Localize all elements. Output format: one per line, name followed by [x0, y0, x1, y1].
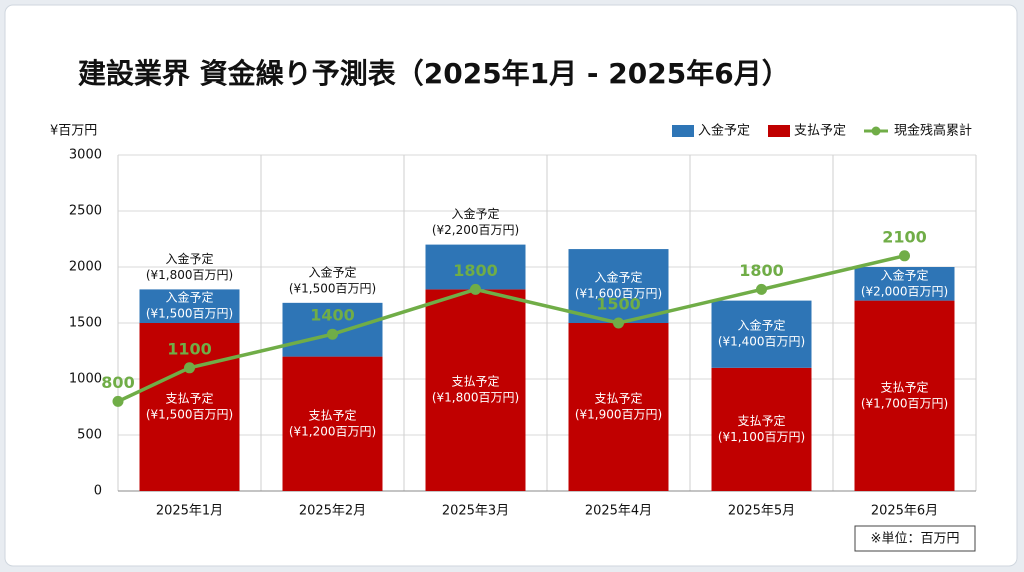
segment-label: (¥1,800百万円): [432, 391, 519, 405]
bar-segment: [711, 367, 812, 491]
segment-label: (¥1,500百万円): [146, 408, 233, 422]
line-point: [613, 317, 624, 329]
line-value-label: 1500: [596, 295, 641, 314]
line-value-label: 1100: [167, 339, 212, 358]
x-tick-label: 2025年3月: [442, 504, 509, 519]
segment-label: (¥1,100百万円): [718, 430, 805, 444]
top-label: 入金予定: [308, 264, 356, 279]
x-tick-label: 2025年6月: [871, 504, 938, 519]
x-tick-label: 2025年4月: [585, 504, 652, 519]
y-tick-label: 2500: [69, 204, 102, 219]
top-label: 入金予定: [165, 251, 213, 266]
bar-segment: [568, 249, 669, 323]
y-tick-label: 2000: [69, 260, 102, 275]
segment-label: 支払予定: [165, 391, 213, 406]
unit-note-box: [854, 525, 976, 552]
bar-segment: [425, 289, 526, 491]
line-value-label: 1800: [453, 261, 498, 280]
legend-swatch: [871, 126, 881, 136]
line-point: [756, 283, 767, 295]
y-tick-label: 500: [77, 428, 102, 443]
y-tick-label: 1000: [69, 372, 102, 387]
segment-label: (¥1,900百万円): [575, 408, 662, 422]
x-tick-label: 2025年1月: [156, 504, 223, 519]
y-tick-label: 1500: [69, 316, 102, 331]
legend-swatch: [768, 125, 790, 137]
bar-segment: [282, 356, 383, 491]
segment-label: (¥2,000百万円): [861, 284, 948, 298]
line-value-label: 1400: [310, 306, 355, 325]
x-tick-label: 2025年2月: [299, 504, 366, 519]
legend-label: 入金予定: [698, 123, 750, 139]
bar-segment: [568, 323, 669, 491]
line-point: [899, 250, 910, 262]
segment-label: (¥1,400百万円): [718, 335, 805, 349]
line-point: [327, 328, 338, 340]
legend-swatch: [672, 125, 694, 137]
bar-segment: [139, 289, 240, 323]
bar-segment: [854, 300, 955, 491]
y-tick-label: 3000: [69, 148, 102, 163]
top-label: (¥1,500百万円): [289, 281, 376, 295]
bar-segment: [711, 300, 812, 368]
bar-segment: [854, 267, 955, 301]
line-point: [112, 395, 124, 407]
line-value-label: 800: [101, 373, 134, 392]
segment-label: (¥1,600百万円): [575, 287, 662, 301]
segment-label: 支払予定: [451, 374, 499, 389]
top-label: (¥1,800百万円): [146, 268, 233, 282]
legend-label: 現金残高累計: [894, 123, 972, 139]
segment-label: 入金予定: [165, 290, 213, 305]
segment-label: (¥1,200百万円): [289, 424, 376, 438]
unit-note: ※単位：百万円: [871, 531, 960, 547]
segment-label: (¥1,700百万円): [861, 396, 948, 410]
segment-label: 支払予定: [594, 391, 642, 406]
top-label: (¥2,200百万円): [432, 223, 519, 237]
line-point: [470, 283, 481, 295]
bar-segment: [139, 323, 240, 491]
segment-label: 入金予定: [880, 267, 928, 282]
segment-label: 入金予定: [594, 270, 642, 285]
chart-title: 建設業界 資金繰り予測表（2025年1月 - 2025年6月）: [78, 57, 790, 90]
segment-label: 入金予定: [737, 318, 785, 333]
line-value-label: 2100: [882, 227, 927, 246]
segment-label: (¥1,500百万円): [146, 307, 233, 321]
top-label: 入金予定: [451, 206, 499, 221]
segment-label: 支払予定: [737, 413, 785, 428]
y-tick-label: 0: [94, 484, 102, 499]
x-tick-label: 2025年5月: [728, 504, 795, 519]
bar-segment: [425, 244, 526, 290]
segment-label: 支払予定: [880, 379, 928, 394]
line-value-label: 1800: [739, 261, 784, 280]
legend-label: 支払予定: [794, 124, 846, 139]
segment-label: 支払予定: [308, 407, 356, 422]
y-unit-label: ¥百万円: [50, 124, 97, 139]
line-point: [184, 362, 195, 374]
